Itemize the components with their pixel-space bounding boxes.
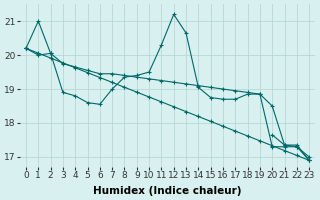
X-axis label: Humidex (Indice chaleur): Humidex (Indice chaleur): [93, 186, 242, 196]
